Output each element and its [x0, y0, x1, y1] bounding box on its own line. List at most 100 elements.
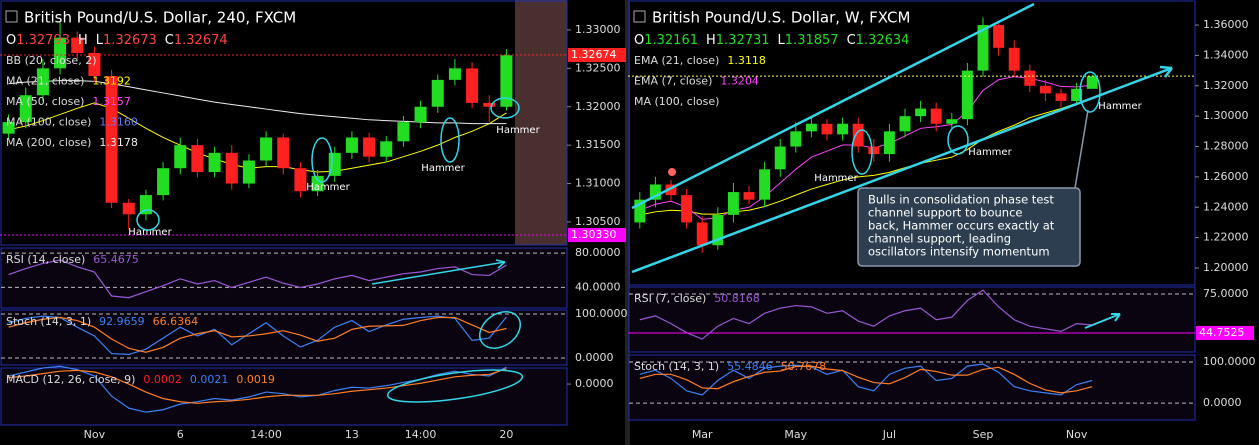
indicator-line — [8, 259, 507, 299]
x-tick-label: Jul — [882, 428, 896, 441]
candle-body — [448, 68, 461, 80]
ma-line — [8, 80, 507, 125]
candle-body — [790, 131, 802, 147]
candle-body — [500, 55, 513, 107]
candle-body — [883, 131, 895, 155]
candle-body — [191, 145, 204, 173]
candle-body — [743, 192, 755, 200]
y-tick-label: 1.36000 — [1203, 18, 1249, 31]
panel-value: 0.0021 — [190, 373, 229, 386]
ma-line — [639, 97, 1093, 216]
candle-body — [122, 202, 135, 215]
candle-body — [431, 79, 444, 107]
marker-ellipse — [851, 129, 873, 175]
marker-ellipse — [136, 209, 160, 231]
indicator-line — [639, 363, 1093, 396]
panel-title: RSI (14, close) — [6, 253, 85, 266]
quote-label: H — [78, 33, 88, 48]
candle-body — [837, 123, 849, 135]
y-tick-label: 1.32500 — [575, 61, 621, 74]
y-tick-label: 1.34000 — [1203, 48, 1249, 61]
channel-point — [668, 168, 676, 176]
note-line: back, Hammer occurs exactly at — [868, 219, 1055, 233]
y-tick-label: 1.30000 — [1203, 109, 1249, 122]
future-zone — [515, 0, 567, 245]
quote: O1.32793 H L1.32673 C1.32674 — [6, 33, 228, 48]
indicator-line — [8, 368, 507, 404]
indicator-line — [639, 289, 1093, 340]
marker-ellipse — [1079, 71, 1101, 113]
candle-body — [71, 37, 84, 53]
panel-title: Stoch (14, 3, 1) — [634, 360, 719, 373]
x-tick-label: Mar — [692, 428, 713, 441]
price-tag-label: 1.32674 — [571, 48, 617, 61]
candle-body — [466, 68, 479, 103]
candle-body — [727, 192, 739, 215]
y-tick-label: 1.31500 — [575, 138, 621, 151]
candle-body — [483, 102, 496, 107]
quote-value: 1.32793 — [16, 33, 70, 48]
y-tick-label: 1.22000 — [1203, 231, 1249, 244]
candle-body — [961, 70, 973, 120]
title-icon — [633, 10, 646, 23]
quote-value: 1.32674 — [174, 33, 228, 48]
quote-value: 1.32731 — [716, 33, 770, 48]
candle-body — [19, 95, 32, 123]
chart: 1.20000 1.22000 1.24000 1.26000 1.28000 1.300… — [628, 0, 1256, 441]
candle-body — [208, 152, 221, 173]
note-box — [857, 187, 1081, 267]
annotation: Hammer — [128, 227, 172, 238]
y-tick-label: 1.32000 — [575, 100, 621, 113]
candle-body — [665, 184, 677, 196]
candle-body — [868, 146, 880, 155]
legend-value: 1.3160 — [99, 116, 138, 129]
annotation: Hammer — [421, 163, 465, 174]
divider — [625, 0, 630, 445]
arrow-head — [1159, 65, 1173, 78]
candle-body — [88, 52, 101, 77]
panel-value: 50.8168 — [714, 292, 760, 305]
legend-name: MA (21, close) — [6, 75, 84, 88]
candle-body — [821, 123, 833, 135]
legend-name: BB (20, close, 2) — [6, 54, 97, 67]
candle-body — [805, 123, 817, 132]
price-tag — [568, 228, 626, 243]
candle-body — [1086, 76, 1098, 89]
legend-name: EMA (21, close) — [634, 54, 719, 67]
main-panel — [0, 0, 568, 246]
note-line: oscillators intensify momentum — [868, 245, 1050, 259]
price-tag — [1196, 325, 1254, 340]
x-tick-label: 13 — [345, 428, 359, 441]
legend-name: EMA (7, close) — [634, 75, 712, 88]
candle-body — [649, 184, 661, 200]
arrow-head — [495, 259, 506, 269]
candle-body — [774, 146, 786, 170]
candle-body — [174, 145, 187, 169]
legend-value: 1.3192 — [92, 75, 131, 88]
indicator-panel — [0, 247, 568, 309]
quote-label: C — [165, 33, 174, 48]
annotation: Hammer — [968, 147, 1012, 158]
candle-body — [294, 168, 307, 192]
x-tick-label: May — [784, 428, 807, 441]
channel-line — [631, 2, 1035, 210]
marker-ellipse — [479, 311, 521, 349]
x-tick-label: 6 — [177, 428, 184, 441]
y-tick-label: 1.30500 — [575, 215, 621, 228]
quote-label: C — [847, 33, 856, 48]
trend-arrow — [1084, 313, 1121, 329]
panel-value: 92.9659 — [99, 315, 145, 328]
legend-value: 1.3118 — [727, 54, 766, 67]
x-tick-label: 20 — [499, 428, 513, 441]
legend-name: MA (100, close) — [634, 95, 719, 108]
price-tag — [568, 47, 626, 62]
y-tick-label: 1.31000 — [575, 177, 621, 190]
panel-value: 0.0002 — [143, 373, 182, 386]
candle-body — [1024, 70, 1036, 86]
annotation-layer: Bulls in consolidation phase testchannel… — [136, 2, 1173, 403]
quote-label: H — [706, 33, 716, 48]
trend-arrow — [371, 261, 506, 285]
annotation: Hammer — [306, 182, 350, 193]
panel-value: 0.0019 — [236, 373, 275, 386]
